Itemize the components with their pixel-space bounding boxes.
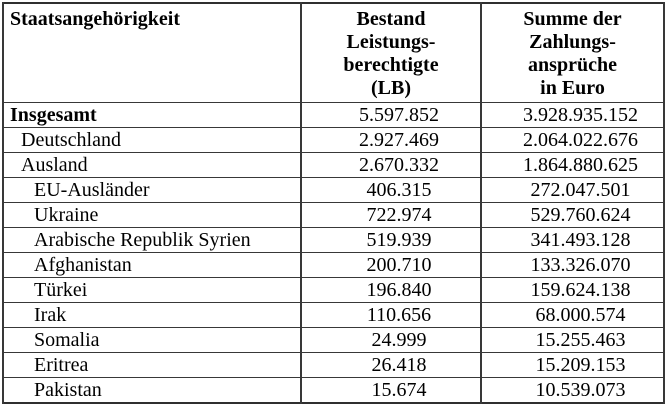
lb-value-cell: 24.999 (300, 327, 482, 353)
row-label: Irak (2, 302, 302, 328)
lb-value-cell: 406.315 (300, 177, 482, 203)
row-label: Ausland (2, 152, 302, 178)
column-header-staatsangehoerigkeit: Staatsangehörigkeit (2, 2, 302, 103)
table-row: Deutschland 2.927.469 2.064.022.676 (2, 127, 665, 153)
euro-value-cell: 15.255.463 (480, 327, 665, 353)
row-label: Türkei (2, 277, 302, 303)
euro-value-cell: 159.624.138 (480, 277, 665, 303)
table-row: Insgesamt 5.597.852 3.928.935.152 (2, 102, 665, 128)
lb-value-cell: 200.710 (300, 252, 482, 278)
lb-value-cell: 110.656 (300, 302, 482, 328)
lb-value-cell: 722.974 (300, 202, 482, 228)
table-row: Ukraine 722.974 529.760.624 (2, 202, 665, 228)
row-label: EU-Ausländer (2, 177, 302, 203)
row-label: Afghanistan (2, 252, 302, 278)
table-row: Somalia 24.999 15.255.463 (2, 327, 665, 353)
row-label: Ukraine (2, 202, 302, 228)
euro-value-cell: 2.064.022.676 (480, 127, 665, 153)
column-header-bestand-leistungsberechtigte: Bestand Leistungs- berechtigte (LB) (300, 2, 482, 103)
row-label: Somalia (2, 327, 302, 353)
euro-value-cell: 3.928.935.152 (480, 102, 665, 128)
table-body: Insgesamt 5.597.852 3.928.935.152 Deutschla… (2, 102, 665, 404)
table-row: Arabische Republik Syrien 519.939 341.493.… (2, 227, 665, 253)
row-label: Arabische Republik Syrien (2, 227, 302, 253)
table-row: Ausland 2.670.332 1.864.880.625 (2, 152, 665, 178)
row-label: Deutschland (2, 127, 302, 153)
euro-value-cell: 15.209.153 (480, 352, 665, 378)
euro-value-cell: 10.539.073 (480, 377, 665, 404)
euro-value-cell: 133.326.070 (480, 252, 665, 278)
lb-value-cell: 15.674 (300, 377, 482, 404)
row-label: Pakistan (2, 377, 302, 404)
table-row: EU-Ausländer 406.315 272.047.501 (2, 177, 665, 203)
table-header: Staatsangehörigkeit Bestand Leistungs- b… (2, 2, 665, 103)
table-row: Afghanistan 200.710 133.326.070 (2, 252, 665, 278)
euro-value-cell: 529.760.624 (480, 202, 665, 228)
table-row: Irak 110.656 68.000.574 (2, 302, 665, 328)
euro-value-cell: 1.864.880.625 (480, 152, 665, 178)
lb-value-cell: 519.939 (300, 227, 482, 253)
lb-value-cell: 2.927.469 (300, 127, 482, 153)
table-row: Eritrea 26.418 15.209.153 (2, 352, 665, 378)
euro-value-cell: 341.493.128 (480, 227, 665, 253)
lb-value-cell: 26.418 (300, 352, 482, 378)
table-row: Pakistan 15.674 10.539.073 (2, 377, 665, 404)
lb-value-cell: 196.840 (300, 277, 482, 303)
euro-value-cell: 272.047.501 (480, 177, 665, 203)
header-row: Staatsangehörigkeit Bestand Leistungs- b… (2, 2, 665, 103)
lb-value-cell: 5.597.852 (300, 102, 482, 128)
column-header-summe-zahlungsansprueche: Summe der Zahlungs- ansprüche in Euro (480, 2, 665, 103)
lb-value-cell: 2.670.332 (300, 152, 482, 178)
nationality-benefits-table: Staatsangehörigkeit Bestand Leistungs- b… (2, 2, 665, 404)
euro-value-cell: 68.000.574 (480, 302, 665, 328)
table-row: Türkei 196.840 159.624.138 (2, 277, 665, 303)
row-label: Insgesamt (2, 102, 302, 128)
row-label: Eritrea (2, 352, 302, 378)
